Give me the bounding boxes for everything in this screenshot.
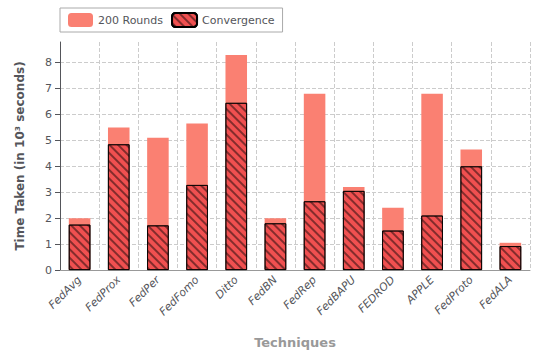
svg-text:FEDROD: FEDROD — [355, 273, 397, 315]
svg-text:Techniques: Techniques — [254, 335, 336, 350]
svg-text:1: 1 — [45, 238, 52, 251]
svg-text:FedALA: FedALA — [477, 273, 515, 311]
svg-text:5: 5 — [45, 134, 52, 147]
svg-text:FedFomo: FedFomo — [157, 273, 202, 318]
svg-text:FedAvg: FedAvg — [46, 273, 84, 311]
svg-text:FedProx: FedProx — [83, 273, 124, 314]
svg-text:200 Rounds: 200 Rounds — [98, 14, 163, 27]
svg-text:APPLE: APPLE — [403, 273, 437, 307]
svg-text:7: 7 — [45, 82, 52, 95]
svg-text:Convergence: Convergence — [202, 14, 275, 27]
svg-text:6: 6 — [45, 108, 52, 121]
svg-text:0: 0 — [45, 264, 52, 277]
svg-text:Ditto: Ditto — [213, 273, 241, 301]
svg-text:4: 4 — [45, 160, 52, 173]
svg-text:FedBAPU: FedBAPU — [314, 273, 358, 317]
svg-text:FedProto: FedProto — [432, 273, 476, 317]
svg-text:Time Taken (in 10³ seconds): Time Taken (in 10³ seconds) — [13, 61, 27, 250]
svg-text:FedRep: FedRep — [281, 273, 319, 311]
svg-text:FedPer: FedPer — [126, 272, 163, 309]
svg-text:8: 8 — [45, 56, 52, 69]
svg-text:2: 2 — [45, 212, 52, 225]
svg-text:3: 3 — [45, 186, 52, 199]
svg-text:FedBN: FedBN — [245, 273, 280, 308]
